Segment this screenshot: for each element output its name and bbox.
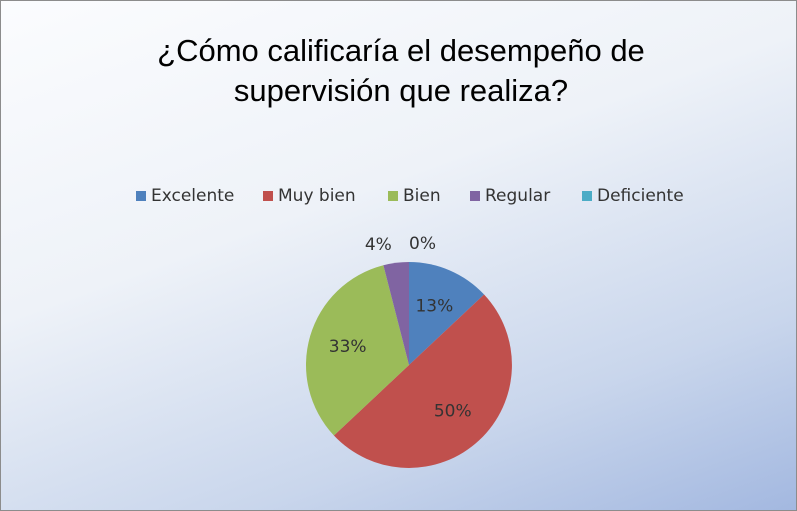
chart-title: ¿Cómo calificaría el desempeño de superv…	[157, 33, 645, 108]
legend-label: Deficiente	[597, 186, 684, 206]
pie-slice	[333, 294, 512, 468]
data-label: 4%	[365, 235, 392, 255]
data-label: 33%	[329, 337, 367, 357]
legend-swatch	[388, 191, 398, 201]
legend-swatch	[582, 191, 592, 201]
data-label: 0%	[409, 234, 436, 254]
legend-swatch	[136, 191, 146, 201]
legend-swatch	[263, 191, 273, 201]
data-label: 13%	[415, 296, 453, 316]
legend-label: Regular	[485, 186, 550, 206]
data-label: 50%	[434, 402, 472, 422]
pie-slice	[306, 265, 409, 436]
pie-slice	[383, 262, 409, 365]
legend-swatch	[470, 191, 480, 201]
legend-label: Excelente	[151, 186, 234, 206]
legend-label: Muy bien	[278, 186, 356, 206]
legend-label: Bien	[403, 186, 441, 206]
pie-slice	[409, 262, 485, 365]
